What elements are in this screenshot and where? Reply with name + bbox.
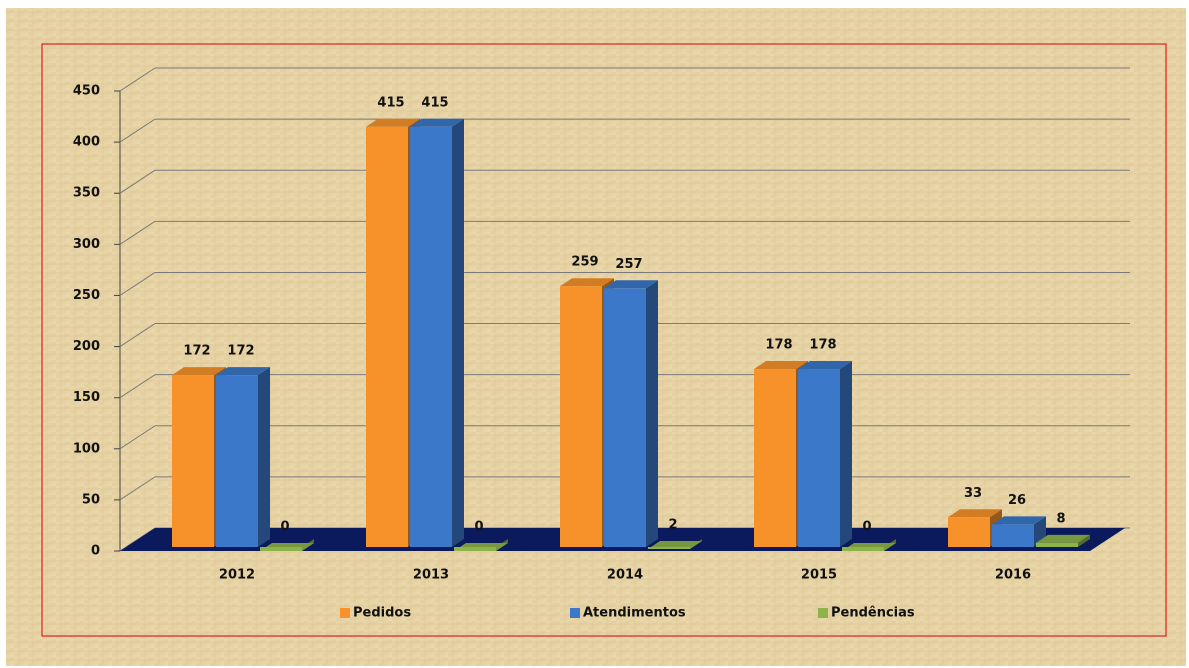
- bar-top: [560, 278, 614, 287]
- bar: [260, 547, 302, 551]
- value-label: 257: [615, 257, 642, 272]
- bar-top: [648, 540, 702, 549]
- bar-side: [1078, 534, 1090, 547]
- value-label: 415: [421, 95, 448, 110]
- bar-top: [410, 118, 464, 127]
- bar-group: [410, 118, 464, 548]
- bar-side: [646, 280, 658, 547]
- bar: [366, 126, 408, 548]
- bar-top: [604, 280, 658, 289]
- bar-top: [1036, 534, 1090, 543]
- x-tick-label: 2012: [219, 568, 255, 583]
- x-tick-label: 2013: [413, 568, 449, 583]
- bar: [948, 517, 990, 547]
- value-label: 0: [862, 520, 871, 535]
- bar-top: [798, 361, 852, 370]
- grid-line: [119, 425, 156, 450]
- grid-line: [119, 118, 156, 143]
- bar-side: [452, 118, 464, 548]
- grid-line: [119, 374, 156, 399]
- y-tick-label: 200: [73, 339, 100, 354]
- bar: [842, 547, 884, 551]
- bar-top: [754, 361, 808, 370]
- bar-group: [648, 539, 702, 549]
- bar-side: [258, 367, 270, 547]
- bar: [172, 375, 214, 547]
- bar-group: [454, 539, 508, 551]
- bar: [648, 547, 690, 549]
- bar-group: [604, 280, 658, 547]
- y-tick-label: 50: [82, 492, 100, 507]
- grid-line: [119, 169, 156, 194]
- bar-side: [840, 361, 852, 547]
- bar: [216, 375, 258, 547]
- bar-top: [216, 367, 270, 376]
- value-label: 8: [1056, 511, 1065, 526]
- grid-line: [119, 323, 156, 347]
- value-label: 178: [765, 338, 792, 353]
- grid-line: [119, 272, 156, 296]
- bar-top: [948, 509, 1002, 518]
- x-tick-label: 2015: [801, 568, 837, 583]
- bar: [410, 126, 452, 548]
- bar-group: [798, 361, 852, 547]
- bar-top: [366, 118, 420, 127]
- grid-line: [119, 220, 156, 245]
- value-label: 2: [668, 517, 677, 532]
- value-label: 172: [227, 344, 254, 359]
- x-tick-label: 2016: [995, 568, 1031, 583]
- bar: [1036, 542, 1078, 547]
- legend-swatch: [570, 608, 580, 618]
- legend-label: Pedidos: [353, 606, 411, 621]
- value-label: 178: [809, 338, 836, 353]
- bar: [454, 547, 496, 551]
- grid-line: [119, 476, 156, 501]
- grid-line: [119, 67, 156, 92]
- y-tick-label: 100: [73, 441, 100, 456]
- bar-top: [172, 367, 226, 376]
- chart-border: [41, 43, 1167, 637]
- bar-group: [216, 367, 270, 547]
- value-label: 415: [377, 95, 404, 110]
- value-label: 0: [280, 520, 289, 535]
- bar: [560, 286, 602, 547]
- value-label: 33: [964, 486, 982, 501]
- value-label: 0: [474, 520, 483, 535]
- legend-label: Atendimentos: [583, 606, 686, 621]
- y-tick-label: 450: [73, 84, 100, 99]
- y-tick-label: 350: [73, 186, 100, 201]
- bar-group: [260, 539, 314, 551]
- value-label: 26: [1008, 493, 1026, 508]
- bar-group: [948, 509, 1002, 547]
- value-label: 172: [183, 344, 210, 359]
- bar-group: [1036, 534, 1090, 547]
- legend-swatch: [818, 608, 828, 618]
- bar: [754, 369, 796, 547]
- bar-top: [992, 516, 1046, 525]
- bar: [604, 288, 646, 547]
- legend-label: Pendências: [831, 606, 915, 621]
- y-tick-label: 0: [91, 544, 100, 559]
- legend-swatch: [340, 608, 350, 618]
- bar-group: [842, 539, 896, 551]
- y-tick-label: 250: [73, 288, 100, 303]
- bar: [798, 369, 840, 547]
- bar: [992, 524, 1034, 547]
- y-tick-label: 400: [73, 135, 100, 150]
- y-tick-label: 150: [73, 390, 100, 405]
- x-tick-label: 2014: [607, 568, 643, 583]
- value-label: 259: [571, 255, 598, 270]
- y-tick-label: 300: [73, 237, 100, 252]
